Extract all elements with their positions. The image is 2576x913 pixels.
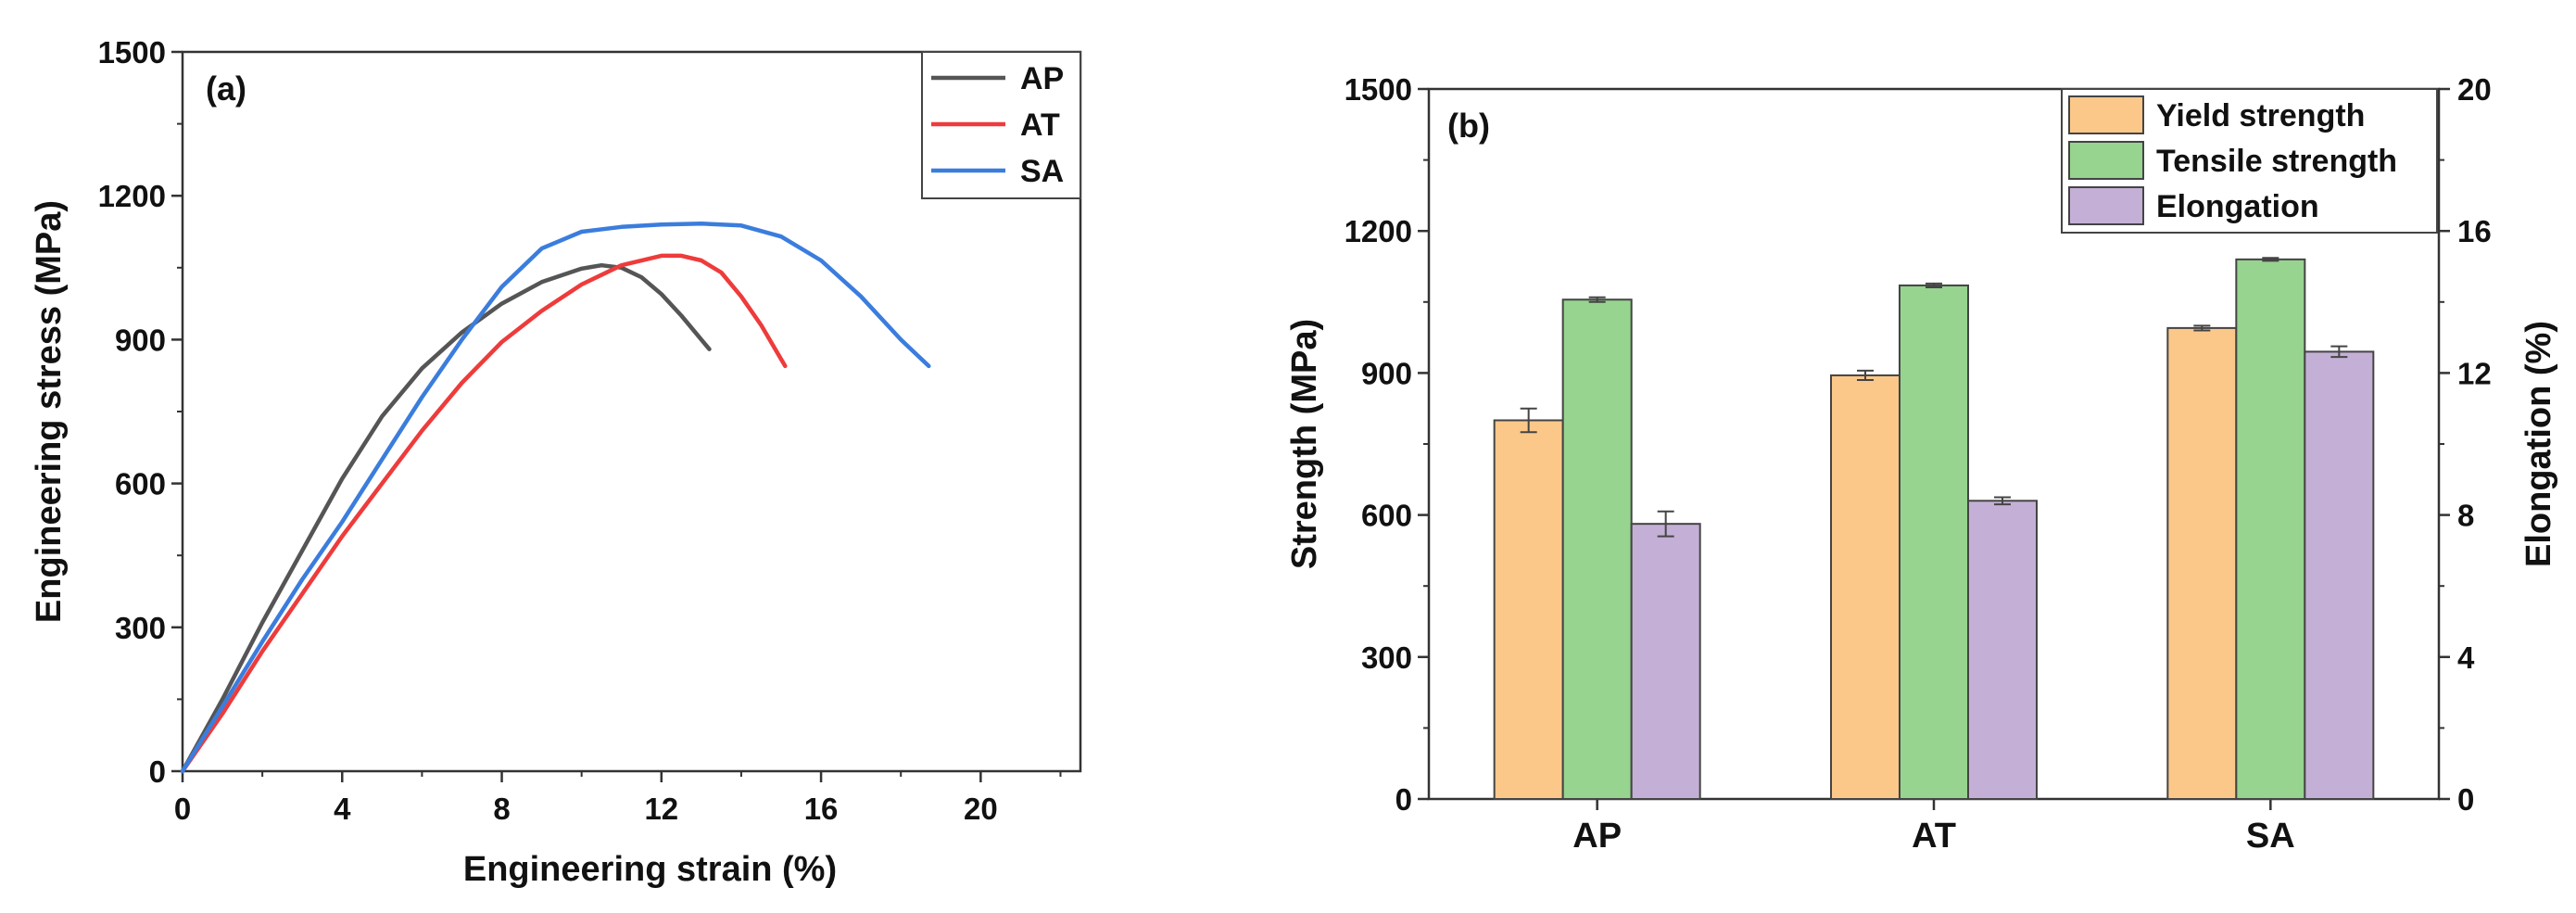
y-tick-label: 600 bbox=[115, 467, 166, 501]
error-bar-tensile-strength-sa bbox=[2262, 257, 2279, 262]
y-tick-label: 1500 bbox=[1345, 72, 1412, 107]
series-line-sa bbox=[180, 221, 931, 774]
panel-label: (a) bbox=[206, 70, 246, 108]
y-tick-label: 1500 bbox=[98, 35, 166, 70]
x-axis-label: Engineering strain (%) bbox=[463, 850, 837, 889]
x-tick-label: 20 bbox=[964, 792, 998, 826]
series-line-at bbox=[180, 253, 788, 774]
panel-label: (b) bbox=[1447, 107, 1490, 145]
bar-tensile-strength-ap bbox=[1561, 298, 1633, 801]
y-tick-label: 300 bbox=[115, 611, 166, 645]
error-bar-elongation-sa bbox=[2330, 345, 2348, 359]
x-tick-label: 0 bbox=[174, 792, 191, 826]
x-tick-label: 4 bbox=[334, 792, 351, 826]
legend-label-ap: AP bbox=[1020, 61, 1064, 96]
bar-elongation-sa bbox=[2304, 350, 2375, 800]
series-line-ap bbox=[180, 262, 712, 774]
bar-tensile-strength-sa bbox=[2235, 258, 2306, 800]
legend-label-elongation: Elongation bbox=[2156, 189, 2319, 224]
error-bar-elongation-at bbox=[1994, 496, 2011, 506]
bar-elongation-at bbox=[1967, 500, 2038, 801]
y-tick-label: 900 bbox=[1361, 356, 1412, 390]
error-bar-yield-strength-sa bbox=[2193, 324, 2211, 332]
error-bar-yield-strength-at bbox=[1857, 369, 1874, 382]
y2-tick-label: 4 bbox=[2457, 640, 2475, 675]
x-tick-label: 16 bbox=[804, 792, 839, 826]
legend-swatch-tensile-strength bbox=[2068, 141, 2144, 180]
legend-a: AP AT SA bbox=[921, 51, 1081, 199]
x-tick-label: 12 bbox=[644, 792, 678, 826]
y-tick-label: 600 bbox=[1361, 499, 1412, 533]
y-tick-label: 1200 bbox=[98, 179, 166, 213]
bar-yield-strength-ap bbox=[1493, 419, 1564, 800]
x-tick-label-ap: AP bbox=[1572, 817, 1622, 856]
y2-tick-label: 12 bbox=[2457, 356, 2492, 390]
bar-yield-strength-sa bbox=[2166, 326, 2238, 800]
y-tick-label: 0 bbox=[149, 754, 166, 789]
panel-b: 0 300 600 900 1200 1500 0 4 8 12 16 20 Strength (MPa… bbox=[1285, 72, 2558, 856]
x-tick-label-sa: SA bbox=[2246, 817, 2295, 856]
y-tick-label: 0 bbox=[1395, 782, 1412, 817]
legend-swatch-yield-strength bbox=[2068, 95, 2144, 134]
y2-tick-label: 16 bbox=[2457, 214, 2492, 248]
y-axis-label: Strength (MPa) bbox=[1285, 319, 1324, 569]
y-axis-label: Engineering stress (MPa) bbox=[30, 200, 69, 623]
error-bar-elongation-ap bbox=[1657, 510, 1674, 538]
x-tick-label-at: AT bbox=[1912, 817, 1956, 856]
legend-label-tensile-strength: Tensile strength bbox=[2156, 144, 2397, 179]
x-tick-label: 8 bbox=[493, 792, 510, 826]
y-tick-label: 900 bbox=[115, 323, 166, 357]
y2-tick-label: 0 bbox=[2457, 782, 2474, 817]
y2-axis-label: Elongation (%) bbox=[2519, 321, 2558, 567]
bar-yield-strength-at bbox=[1830, 374, 1900, 800]
y2-tick-label: 20 bbox=[2457, 72, 2492, 107]
bar-elongation-ap bbox=[1630, 523, 1701, 800]
legend-label-sa: SA bbox=[1020, 154, 1064, 189]
y2-tick-label: 8 bbox=[2457, 499, 2474, 533]
bar-tensile-strength-at bbox=[1899, 284, 1969, 800]
y-tick-label: 300 bbox=[1361, 640, 1412, 675]
legend-label-yield-strength: Yield strength bbox=[2156, 98, 2365, 133]
error-bar-tensile-strength-ap bbox=[1588, 296, 1606, 303]
panel-a: 0 4 8 12 16 20 0 300 600 900 1200 1500 Engineering s… bbox=[30, 35, 1082, 889]
legend-b: Yield strength Tensile strength Elongation bbox=[2061, 88, 2438, 234]
legend-label-at: AT bbox=[1020, 108, 1060, 143]
error-bar-tensile-strength-at bbox=[1926, 282, 1942, 288]
legend-swatch-elongation bbox=[2068, 186, 2144, 225]
error-bar-yield-strength-ap bbox=[1520, 407, 1537, 434]
y-tick-label: 1200 bbox=[1345, 214, 1412, 248]
